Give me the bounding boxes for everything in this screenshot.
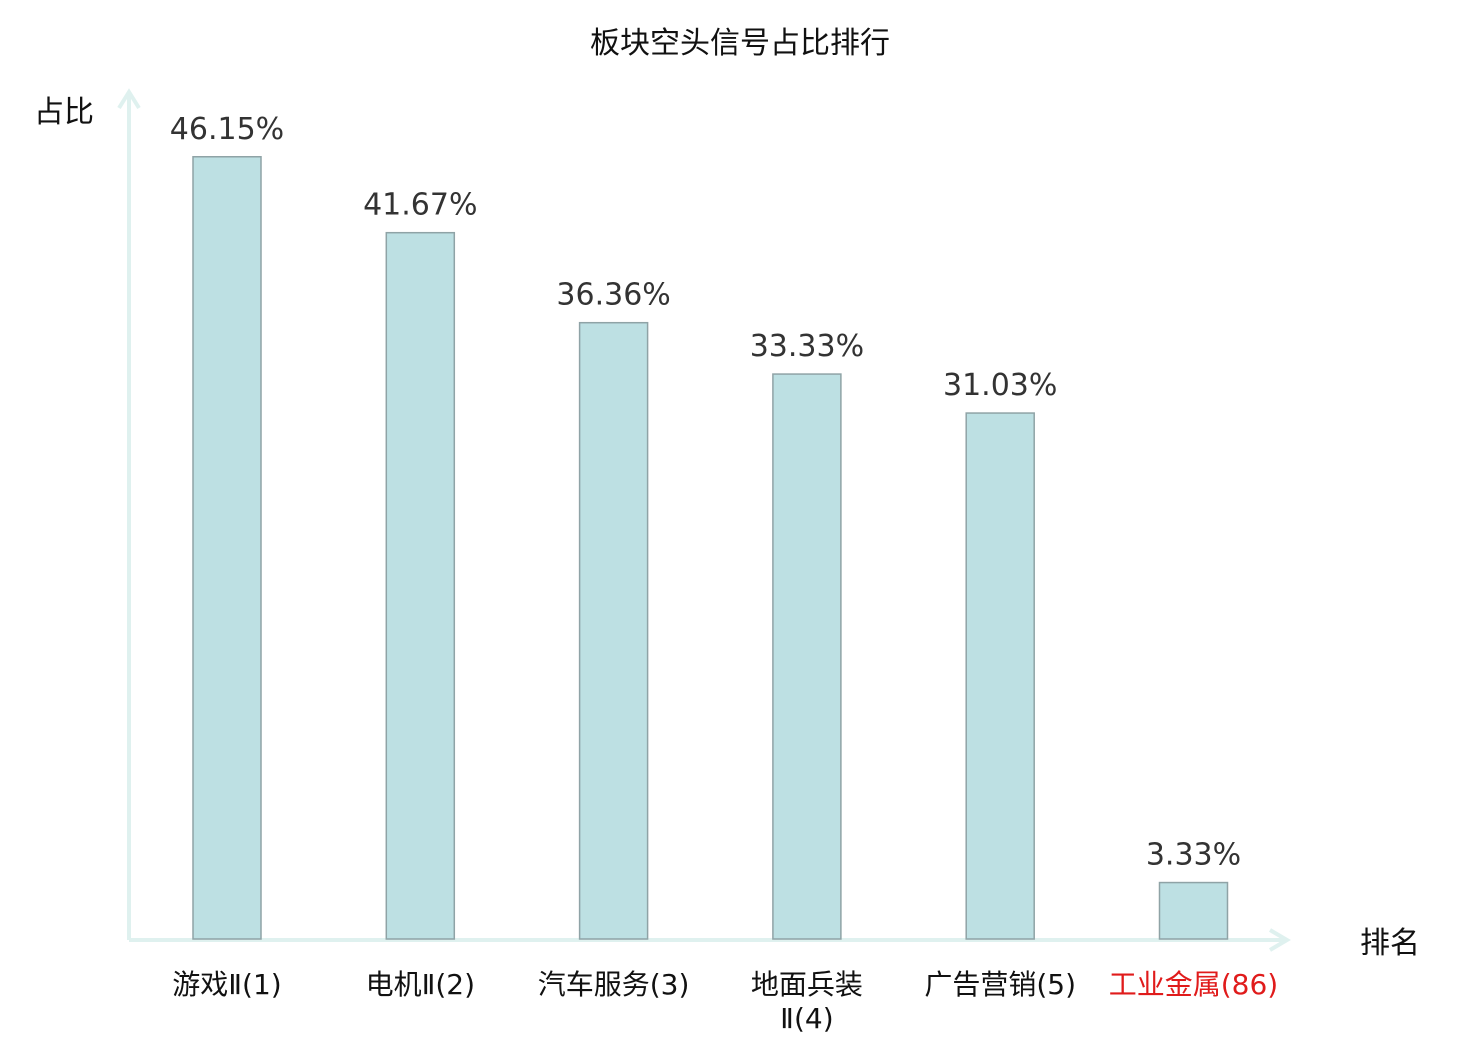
x-tick-label: 汽车服务(3) xyxy=(538,968,690,1001)
bar-value-label: 46.15% xyxy=(170,112,284,147)
bars-group: 46.15% 游戏Ⅱ(1) 41.67% 电机Ⅱ(2) 36.36% 汽车服务(3) 33.… xyxy=(170,112,1278,1035)
bar xyxy=(578,321,649,940)
bar-value-label: 36.36% xyxy=(556,278,670,313)
bar xyxy=(965,412,1035,940)
bar-value-label: 41.67% xyxy=(363,188,477,223)
bar-value-label: 33.33% xyxy=(750,329,864,364)
bar-value-label: 3.33% xyxy=(1146,838,1241,873)
x-axis-arrow-icon xyxy=(1268,928,1291,952)
bar xyxy=(192,156,262,940)
x-tick-label: 地面兵装 xyxy=(751,968,863,1001)
bar xyxy=(1158,881,1229,940)
y-axis-label: 占比 xyxy=(34,95,94,130)
bar xyxy=(385,231,456,940)
x-axis-label: 排名 xyxy=(1360,926,1420,961)
x-tick-label: 电机Ⅱ(2) xyxy=(366,968,475,1001)
x-tick-label: 广告营销(5) xyxy=(924,968,1076,1001)
x-tick-label: 工业金属(86) xyxy=(1109,968,1278,1001)
bar-value-label: 31.03% xyxy=(943,368,1057,403)
chart-title: 板块空头信号占比排行 xyxy=(590,26,890,61)
bar xyxy=(772,373,842,940)
y-axis-arrow-icon xyxy=(117,88,141,110)
x-tick-label: Ⅱ(4) xyxy=(780,1002,833,1035)
x-tick-label: 游戏Ⅱ(1) xyxy=(172,968,281,1001)
